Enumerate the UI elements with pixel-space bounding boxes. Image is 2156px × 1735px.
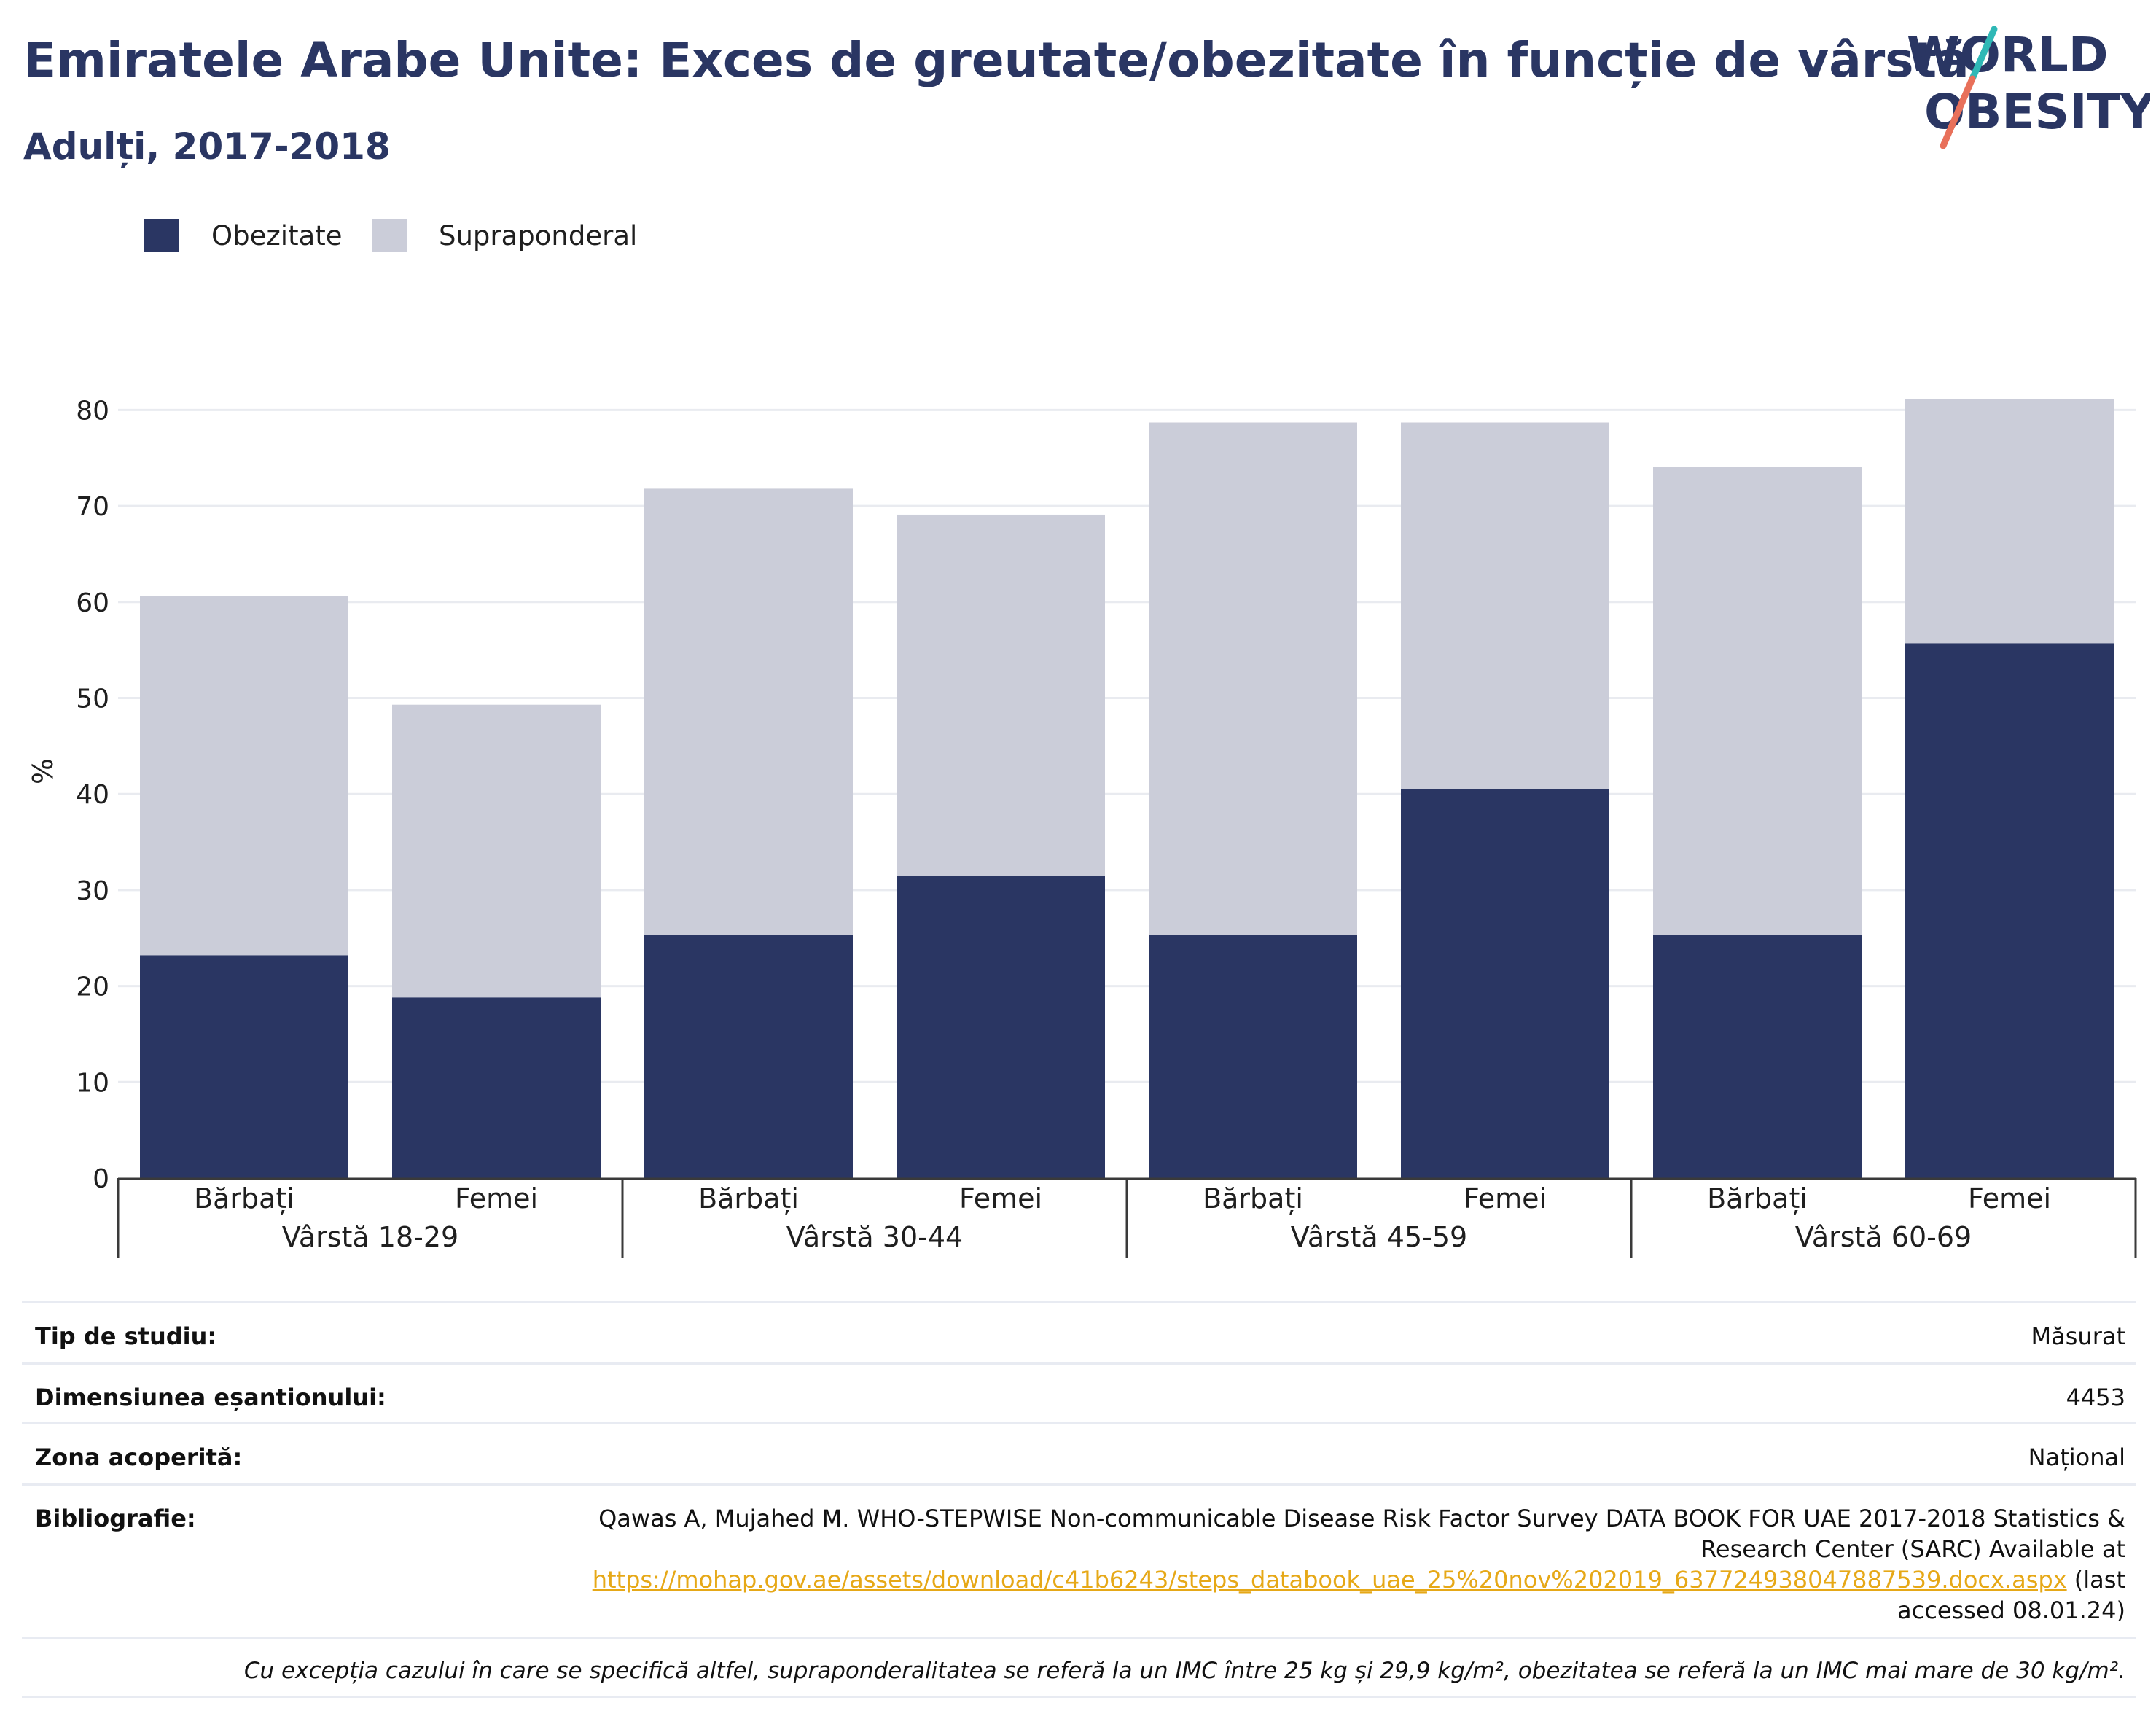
meta-value-study-type: Măsurat [2031, 1322, 2125, 1350]
stacked-bar-chart: 0 10 20 30 40 50 60 70 80% Bărbați Femei Bărbați Fem… [27, 396, 2137, 1258]
meta-row-study-type: Tip de studiu: Măsurat [22, 1301, 2136, 1362]
group-label: Vârstă 60-69 [1795, 1221, 1972, 1253]
bibliography-line-1: Qawas A, Mujahed M. WHO-STEPWISE Non-com… [598, 1505, 2125, 1532]
legend-label-obezitate: Obezitate [211, 220, 343, 252]
chart-title: Emiratele Arabe Unite: Exces de greutate… [23, 32, 1969, 88]
definition-note: Cu excepția cazului în care se specifică… [243, 1658, 2125, 1684]
bibliography-text: Qawas A, Mujahed M. WHO-STEPWISE Non-com… [558, 1503, 2125, 1626]
legend-swatch-obezitate [144, 219, 179, 252]
meta-row-sample-size: Dimensiunea eșantionului: 4453 [22, 1362, 2136, 1422]
bibliography-line-4: accessed 08.01.24) [1897, 1596, 2125, 1624]
legend-label-supraponderal: Supraponderal [439, 220, 638, 252]
meta-row-note: Cu excepția cazului în care se specifică… [22, 1637, 2136, 1698]
y-tick-label: 80 [76, 396, 109, 426]
x-tick-label: Femei [455, 1182, 538, 1214]
bibliography-link[interactable]: https://mohap.gov.ae/assets/download/c41… [592, 1566, 2067, 1594]
meta-key-sample-size: Dimensiunea eșantionului: [35, 1384, 386, 1411]
bar-obezitate [1905, 643, 2114, 1178]
bar-supraponderal [1653, 467, 1862, 935]
logo-line2: OBESITY [1924, 84, 2150, 140]
meta-value-coverage: Național [2028, 1443, 2125, 1471]
y-axis-label: % [27, 758, 59, 784]
metadata-table: Tip de studiu: Măsurat Dimensiunea eșant… [22, 1301, 2136, 1698]
bar-obezitate [1149, 935, 1357, 1178]
bar-supraponderal [140, 596, 348, 956]
bibliography-after-link: (last [2074, 1566, 2125, 1594]
chart-subtitle: Adulți, 2017-2018 [23, 125, 391, 168]
y-tick-label: 10 [76, 1068, 109, 1098]
y-tick-label: 20 [76, 972, 109, 1002]
bar-supraponderal [392, 704, 601, 998]
legend-swatch-supraponderal [372, 219, 407, 252]
bar-obezitate [392, 997, 601, 1178]
y-tick-label: 70 [76, 492, 109, 522]
bar-obezitate [1401, 789, 1609, 1178]
bar-obezitate [644, 935, 853, 1178]
bibliography-line-2: Research Center (SARC) Available at [1700, 1535, 2125, 1563]
meta-key-bibliography: Bibliografie: [35, 1505, 196, 1532]
bar-supraponderal [644, 488, 853, 935]
meta-row-coverage: Zona acoperită: Național [22, 1422, 2136, 1483]
meta-key-coverage: Zona acoperită: [35, 1443, 243, 1471]
meta-row-bibliography: Bibliografie: Qawas A, Mujahed M. WHO-ST… [22, 1483, 2136, 1637]
y-tick-label: 0 [93, 1164, 109, 1194]
bar-supraponderal [1401, 422, 1609, 789]
bar-obezitate [897, 876, 1105, 1178]
x-tick-label: Bărbați [1707, 1182, 1808, 1214]
x-tick-label: Femei [959, 1182, 1042, 1214]
y-tick-label: 40 [76, 780, 109, 810]
y-tick-label: 60 [76, 588, 109, 618]
group-label: Vârstă 18-29 [282, 1221, 458, 1253]
group-label: Vârstă 45-59 [1291, 1221, 1467, 1253]
bar-supraponderal [897, 514, 1105, 876]
y-tick-label: 30 [76, 876, 109, 906]
meta-value-sample-size: 4453 [2066, 1384, 2125, 1411]
logo-line1: WORLD [1907, 27, 2109, 83]
bar-obezitate [1653, 935, 1862, 1178]
bibliography-line-3: https://mohap.gov.ae/assets/download/c41… [558, 1564, 2125, 1595]
x-tick-label: Bărbați [194, 1182, 294, 1214]
meta-key-study-type: Tip de studiu: [35, 1322, 217, 1350]
bar-obezitate [140, 955, 348, 1178]
x-tick-label: Bărbați [698, 1182, 799, 1214]
bar-supraponderal [1905, 399, 2114, 644]
bar-supraponderal [1149, 422, 1357, 935]
y-tick-label: 50 [76, 685, 109, 714]
world-obesity-logo: WORLD OBESITY [1907, 26, 2150, 149]
group-label: Vârstă 30-44 [786, 1221, 963, 1253]
x-tick-label: Bărbați [1203, 1182, 1303, 1214]
x-tick-label: Femei [1464, 1182, 1547, 1214]
x-tick-label: Femei [1968, 1182, 2051, 1214]
